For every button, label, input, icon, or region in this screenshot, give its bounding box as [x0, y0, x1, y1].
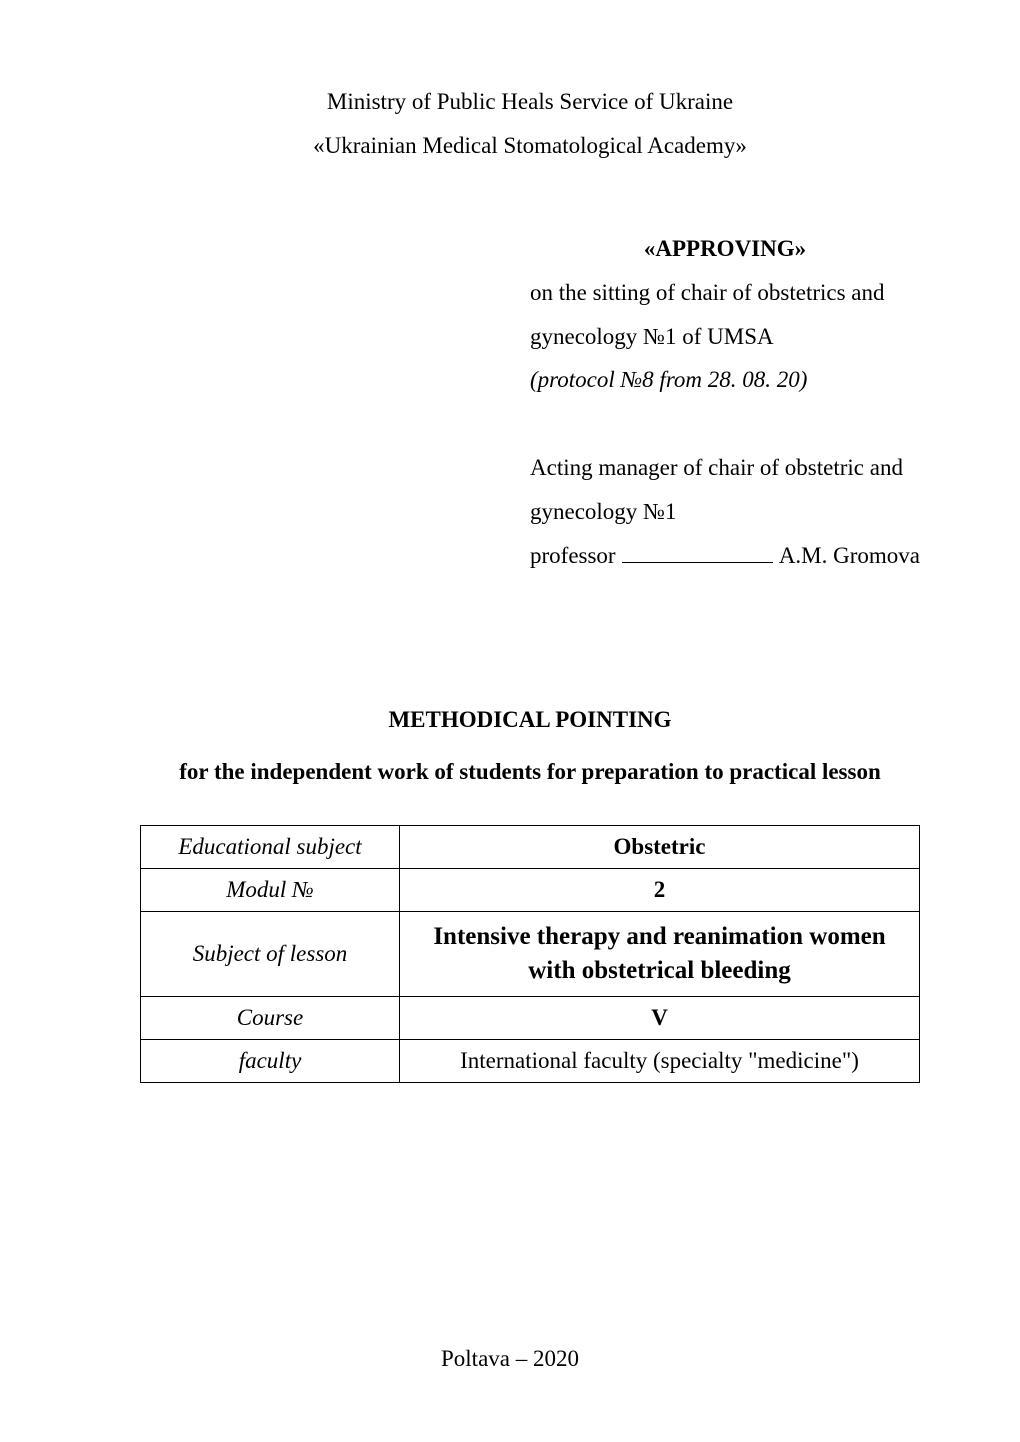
header-line-1: Ministry of Public Heals Service of Ukra…: [140, 80, 920, 124]
info-table-body: Educational subject Obstetric Modul № 2 …: [141, 826, 920, 1083]
row-value: International faculty (specialty "medici…: [400, 1039, 920, 1082]
table-row: Educational subject Obstetric: [141, 826, 920, 869]
methodical-sub: for the independent work of students for…: [140, 759, 920, 785]
signature-line: [622, 539, 773, 563]
approving-protocol: (protocol №8 from 28. 08. 20): [530, 358, 920, 402]
signature-row: professor A.M. Gromova: [530, 534, 920, 578]
approving-line-4: gynecology №1: [530, 490, 920, 534]
table-row: Subject of lesson Intensive therapy and …: [141, 912, 920, 997]
header: Ministry of Public Heals Service of Ukra…: [140, 80, 920, 167]
approving-line-2: gynecology №1 of UMSA: [530, 315, 920, 359]
row-label: Modul №: [141, 869, 400, 912]
approving-title: «APPROVING»: [530, 227, 920, 271]
row-label: Course: [141, 996, 400, 1039]
header-line-2: «Ukrainian Medical Stomatological Academ…: [140, 124, 920, 168]
approving-line-1: on the sitting of chair of obstetrics an…: [530, 271, 920, 315]
info-table: Educational subject Obstetric Modul № 2 …: [140, 825, 920, 1083]
row-label: Subject of lesson: [141, 912, 400, 997]
table-row: Course V: [141, 996, 920, 1039]
row-value: V: [400, 996, 920, 1039]
row-value: Intensive therapy and reanimation women …: [400, 912, 920, 997]
table-row: Modul № 2: [141, 869, 920, 912]
row-value: 2: [400, 869, 920, 912]
approving-block: «APPROVING» on the sitting of chair of o…: [530, 227, 920, 577]
row-value: Obstetric: [400, 826, 920, 869]
approving-line-3: Acting manager of chair of obstetric and: [530, 446, 920, 490]
table-row: faculty International faculty (specialty…: [141, 1039, 920, 1082]
signature-name: A.M. Gromova: [779, 534, 920, 578]
row-label: faculty: [141, 1039, 400, 1082]
signature-label: professor: [530, 534, 616, 578]
methodical-block: METHODICAL POINTING for the independent …: [140, 707, 920, 785]
methodical-title: METHODICAL POINTING: [140, 707, 920, 733]
footer: Poltava – 2020: [0, 1346, 1020, 1372]
row-label: Educational subject: [141, 826, 400, 869]
